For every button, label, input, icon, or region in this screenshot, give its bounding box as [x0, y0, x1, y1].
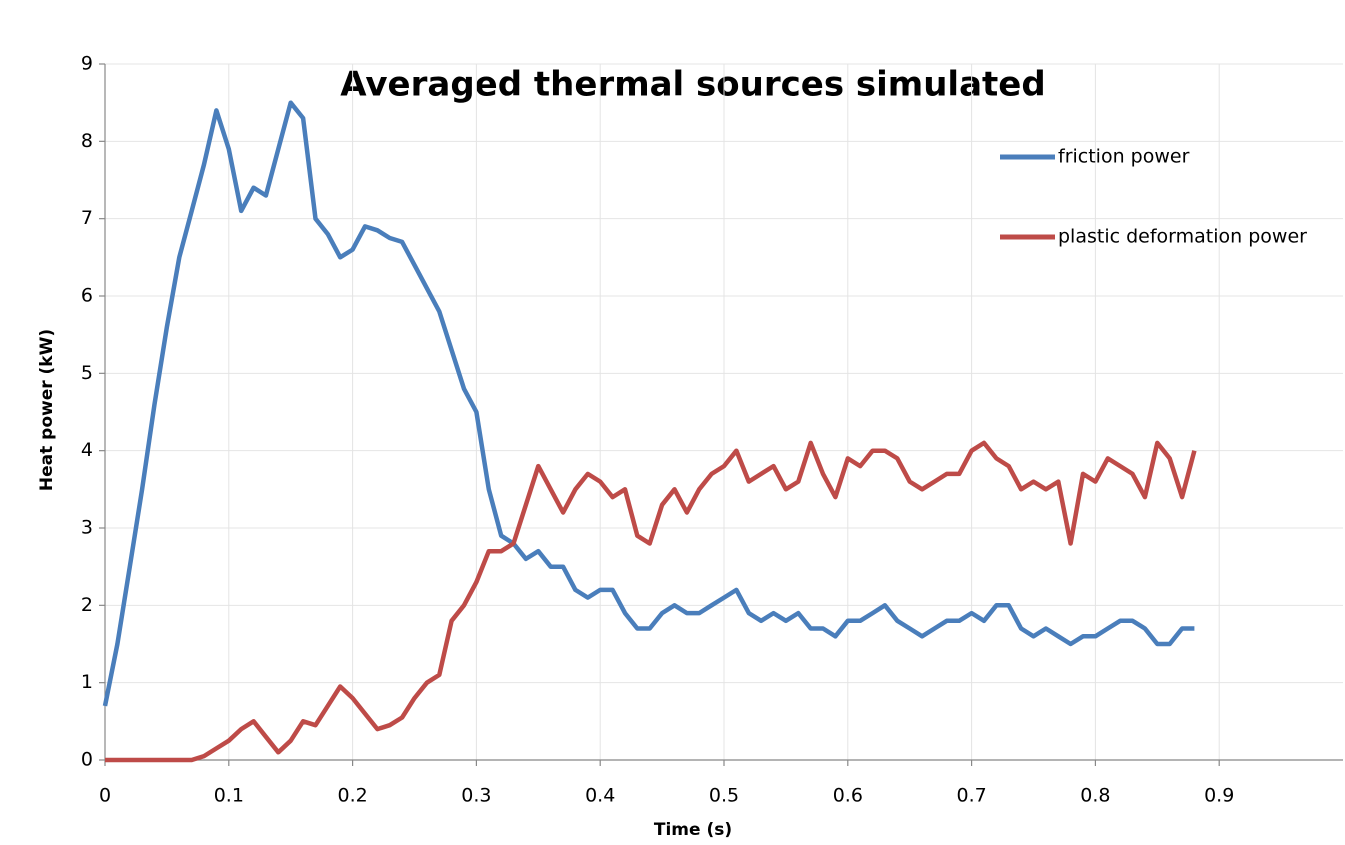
y-tick-label: 0 [81, 749, 93, 771]
series-line [105, 440, 1197, 763]
y-tick-label: 2 [81, 594, 93, 616]
y-tick-label: 3 [81, 517, 93, 539]
series-line [102, 100, 1195, 707]
x-tick-label: 0.3 [461, 785, 491, 807]
y-tick-label: 5 [81, 362, 93, 384]
x-tick-label: 0.4 [585, 785, 615, 807]
x-tick-label: 0.5 [709, 785, 739, 807]
x-tick-label: 0.6 [833, 785, 863, 807]
x-axis-title: Time (s) [654, 820, 732, 840]
legend-label: plastic deformation power [1058, 226, 1307, 248]
x-tick-label: 0.7 [956, 785, 986, 807]
legend-label: friction power [1058, 146, 1190, 168]
chart-title: Averaged thermal sources simulated [340, 65, 1045, 105]
x-tick-label: 0.2 [337, 785, 367, 807]
x-tick-label: 0.8 [1080, 785, 1110, 807]
y-tick-label: 7 [81, 207, 93, 229]
y-tick-label: 6 [81, 285, 93, 307]
y-tick-label: 1 [81, 671, 93, 693]
y-tick-label: 8 [81, 130, 93, 152]
y-tick-label: 4 [81, 439, 93, 461]
x-tick-label: 0.9 [1204, 785, 1234, 807]
x-tick-label: 0.1 [214, 785, 244, 807]
y-tick-label: 9 [81, 53, 93, 75]
y-axis-title: Heat power (kW) [37, 329, 57, 491]
x-tick-label: 0 [99, 785, 111, 807]
